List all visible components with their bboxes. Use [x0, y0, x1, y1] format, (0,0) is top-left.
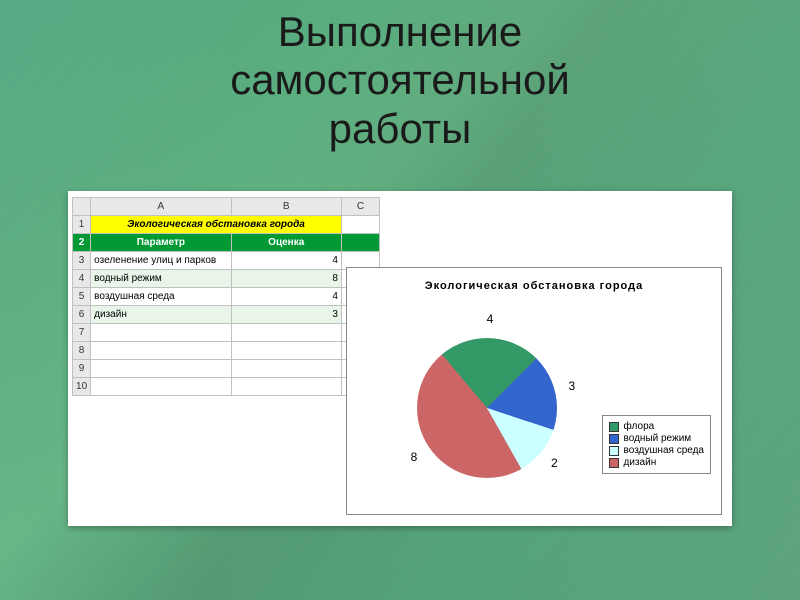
- table-row: 3озеленение улиц и парков4: [73, 252, 380, 270]
- pie-value-label: 8: [411, 450, 418, 464]
- sheet-title-row: 1 Экологическая обстановка города: [73, 216, 380, 234]
- row-num[interactable]: 4: [73, 270, 91, 288]
- chart-container: Экологическая обстановка города 4 3 2 8 фло…: [346, 267, 722, 515]
- legend-label: дизайн: [624, 457, 657, 468]
- row-num[interactable]: 1: [73, 216, 91, 234]
- sheet-title-cell[interactable]: Экологическая обстановка города: [91, 216, 342, 234]
- header-score[interactable]: Оценка: [231, 234, 341, 252]
- row-num[interactable]: 3: [73, 252, 91, 270]
- table-row: 8: [73, 342, 380, 360]
- table-row: 6дизайн3: [73, 306, 380, 324]
- cell[interactable]: [91, 324, 231, 342]
- title-line-1: Выполнение: [278, 8, 522, 55]
- corner-cell: [73, 198, 91, 216]
- col-header-a[interactable]: A: [91, 198, 231, 216]
- legend-label: водный режим: [624, 433, 692, 444]
- cell[interactable]: [231, 378, 341, 396]
- table-row: 4водный режим8: [73, 270, 380, 288]
- sheet-table: A B C 1 Экологическая обстановка города …: [72, 197, 380, 396]
- pie-graphic: [417, 338, 557, 478]
- legend-item: дизайн: [609, 457, 704, 468]
- cell[interactable]: [91, 378, 231, 396]
- param-cell[interactable]: воздушная среда: [91, 288, 231, 306]
- cell[interactable]: [231, 342, 341, 360]
- title-line-2: самостоятельной: [230, 56, 570, 103]
- slide-title: Выполнение самостоятельной работы: [0, 0, 800, 153]
- col-header-row: A B C: [73, 198, 380, 216]
- pie-chart: [417, 338, 557, 478]
- row-num[interactable]: 10: [73, 378, 91, 396]
- table-row: 9: [73, 360, 380, 378]
- cell[interactable]: [341, 234, 379, 252]
- row-num[interactable]: 6: [73, 306, 91, 324]
- cell[interactable]: [231, 324, 341, 342]
- title-line-3: работы: [329, 105, 472, 152]
- legend-item: водный режим: [609, 433, 704, 444]
- chart-title: Экологическая обстановка города: [347, 280, 721, 292]
- table-row: 5воздушная среда4: [73, 288, 380, 306]
- row-num[interactable]: 8: [73, 342, 91, 360]
- legend-swatch: [609, 422, 619, 432]
- spreadsheet: A B C 1 Экологическая обстановка города …: [72, 197, 380, 396]
- cell[interactable]: [91, 360, 231, 378]
- chart-legend: флораводный режимвоздушная средадизайн: [602, 415, 711, 474]
- legend-label: воздушная среда: [624, 445, 704, 456]
- legend-swatch: [609, 434, 619, 444]
- legend-swatch: [609, 446, 619, 456]
- row-num[interactable]: 7: [73, 324, 91, 342]
- score-cell[interactable]: 4: [231, 288, 341, 306]
- pie-value-label: 3: [569, 379, 576, 393]
- param-cell[interactable]: озеленение улиц и парков: [91, 252, 231, 270]
- cell[interactable]: [341, 216, 379, 234]
- row-num[interactable]: 2: [73, 234, 91, 252]
- pie-value-label: 4: [487, 312, 494, 326]
- score-cell[interactable]: 4: [231, 252, 341, 270]
- legend-swatch: [609, 458, 619, 468]
- pie-value-label: 2: [551, 456, 558, 470]
- row-num[interactable]: 5: [73, 288, 91, 306]
- col-header-c[interactable]: C: [341, 198, 379, 216]
- cell[interactable]: [91, 342, 231, 360]
- row-num[interactable]: 9: [73, 360, 91, 378]
- param-cell[interactable]: водный режим: [91, 270, 231, 288]
- legend-item: воздушная среда: [609, 445, 704, 456]
- table-row: 7: [73, 324, 380, 342]
- legend-item: флора: [609, 421, 704, 432]
- score-cell[interactable]: 3: [231, 306, 341, 324]
- cell[interactable]: [231, 360, 341, 378]
- param-cell[interactable]: дизайн: [91, 306, 231, 324]
- score-cell[interactable]: 8: [231, 270, 341, 288]
- legend-label: флора: [624, 421, 655, 432]
- content-panel: A B C 1 Экологическая обстановка города …: [68, 191, 732, 526]
- header-param[interactable]: Параметр: [91, 234, 231, 252]
- table-row: 10: [73, 378, 380, 396]
- sheet-header-row: 2 Параметр Оценка: [73, 234, 380, 252]
- col-header-b[interactable]: B: [231, 198, 341, 216]
